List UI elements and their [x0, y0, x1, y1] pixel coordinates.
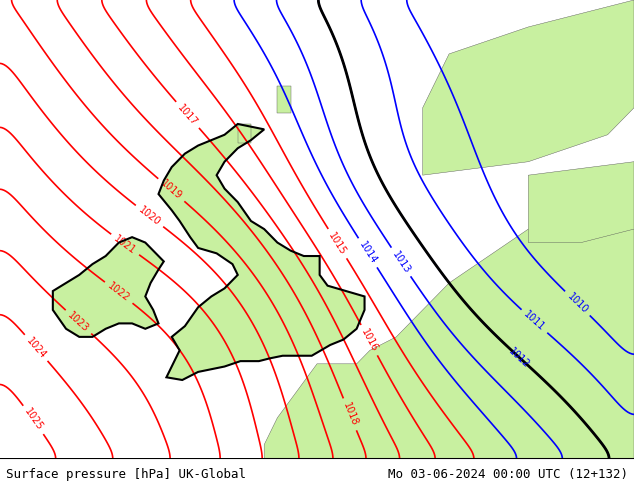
Text: 1013: 1013: [390, 249, 412, 275]
Text: 1023: 1023: [66, 310, 91, 334]
Text: 1015: 1015: [327, 230, 348, 257]
Text: 1016: 1016: [359, 327, 379, 353]
Text: 1019: 1019: [158, 178, 184, 202]
Polygon shape: [278, 86, 290, 113]
Text: 1017: 1017: [176, 102, 200, 127]
Polygon shape: [238, 124, 251, 143]
Text: 1021: 1021: [112, 233, 138, 256]
Polygon shape: [158, 124, 365, 380]
Text: Surface pressure [hPa] UK-Global: Surface pressure [hPa] UK-Global: [6, 467, 247, 481]
Polygon shape: [264, 216, 634, 458]
Polygon shape: [528, 162, 634, 243]
Text: 1014: 1014: [357, 240, 378, 266]
Polygon shape: [423, 0, 634, 175]
Text: 1011: 1011: [522, 309, 547, 333]
Text: Mo 03-06-2024 00:00 UTC (12+132): Mo 03-06-2024 00:00 UTC (12+132): [387, 467, 628, 481]
Text: 1010: 1010: [565, 291, 590, 316]
Text: 1012: 1012: [507, 345, 532, 369]
Text: 1025: 1025: [22, 407, 44, 433]
Polygon shape: [53, 237, 164, 337]
Text: 1022: 1022: [106, 281, 132, 304]
Text: 1024: 1024: [24, 335, 48, 360]
Text: 1018: 1018: [340, 401, 359, 428]
Text: 1020: 1020: [137, 204, 162, 227]
